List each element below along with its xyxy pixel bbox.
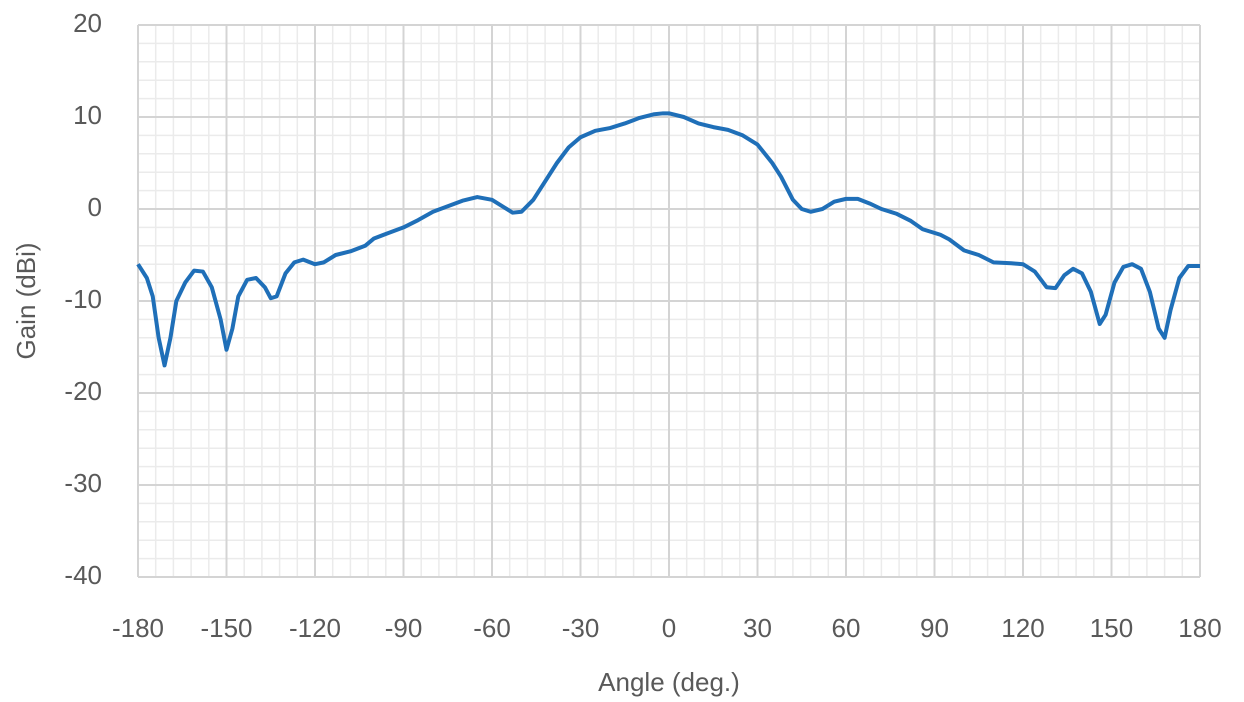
- x-tick-label: -180: [112, 613, 164, 643]
- x-tick-label: -150: [200, 613, 252, 643]
- y-tick-label: -40: [64, 560, 102, 590]
- y-tick-label: 10: [73, 100, 102, 130]
- x-tick-label: 0: [662, 613, 676, 643]
- x-tick-label: -90: [385, 613, 423, 643]
- x-tick-label: 30: [743, 613, 772, 643]
- y-tick-label: 0: [88, 192, 102, 222]
- y-tick-label: -10: [64, 284, 102, 314]
- data-line: [136, 111, 1200, 368]
- y-tick-label: -20: [64, 376, 102, 406]
- x-tick-label: 90: [920, 613, 949, 643]
- x-tick-label: 60: [832, 613, 861, 643]
- x-tick-label: -30: [562, 613, 600, 643]
- x-tick-label: -60: [473, 613, 511, 643]
- x-tick-label: 180: [1178, 613, 1221, 643]
- x-tick-label: -120: [289, 613, 341, 643]
- y-axis-title: Gain (dBi): [11, 242, 41, 359]
- x-tick-label: 150: [1090, 613, 1133, 643]
- x-tick-label: 120: [1001, 613, 1044, 643]
- y-tick-label: -30: [64, 468, 102, 498]
- y-tick-label: 20: [73, 8, 102, 38]
- x-axis-title: Angle (deg.): [598, 667, 740, 697]
